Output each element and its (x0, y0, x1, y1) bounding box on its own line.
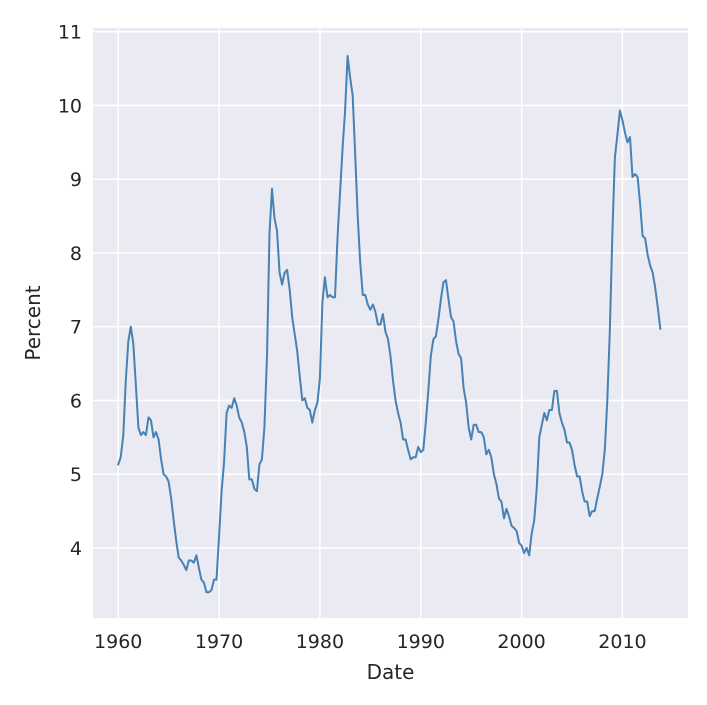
plot-area (93, 28, 688, 618)
x-tick-label: 2000 (497, 631, 545, 653)
y-axis-label: Percent (21, 285, 45, 360)
y-tick-label: 11 (58, 22, 82, 44)
x-axis-ticks: 1960 1970 1980 1990 2000 2010 (94, 631, 647, 653)
series-line (117, 55, 662, 594)
y-axis-ticks: 4 5 6 7 8 9 10 11 (58, 22, 82, 560)
y-tick-label: 6 (70, 390, 82, 412)
y-tick-label: 5 (70, 464, 82, 486)
y-tick-label: 7 (70, 317, 82, 339)
x-tick-label: 1960 (94, 631, 142, 653)
y-tick-label: 9 (70, 169, 82, 191)
y-tick-label: 10 (58, 95, 82, 117)
x-tick-label: 1990 (397, 631, 445, 653)
x-tick-label: 1970 (195, 631, 243, 653)
grid-lines (93, 28, 688, 618)
x-tick-label: 1980 (296, 631, 344, 653)
x-tick-label: 2010 (598, 631, 646, 653)
y-tick-label: 8 (70, 243, 82, 265)
x-axis-label: Date (367, 660, 415, 684)
y-tick-label: 4 (70, 538, 82, 560)
